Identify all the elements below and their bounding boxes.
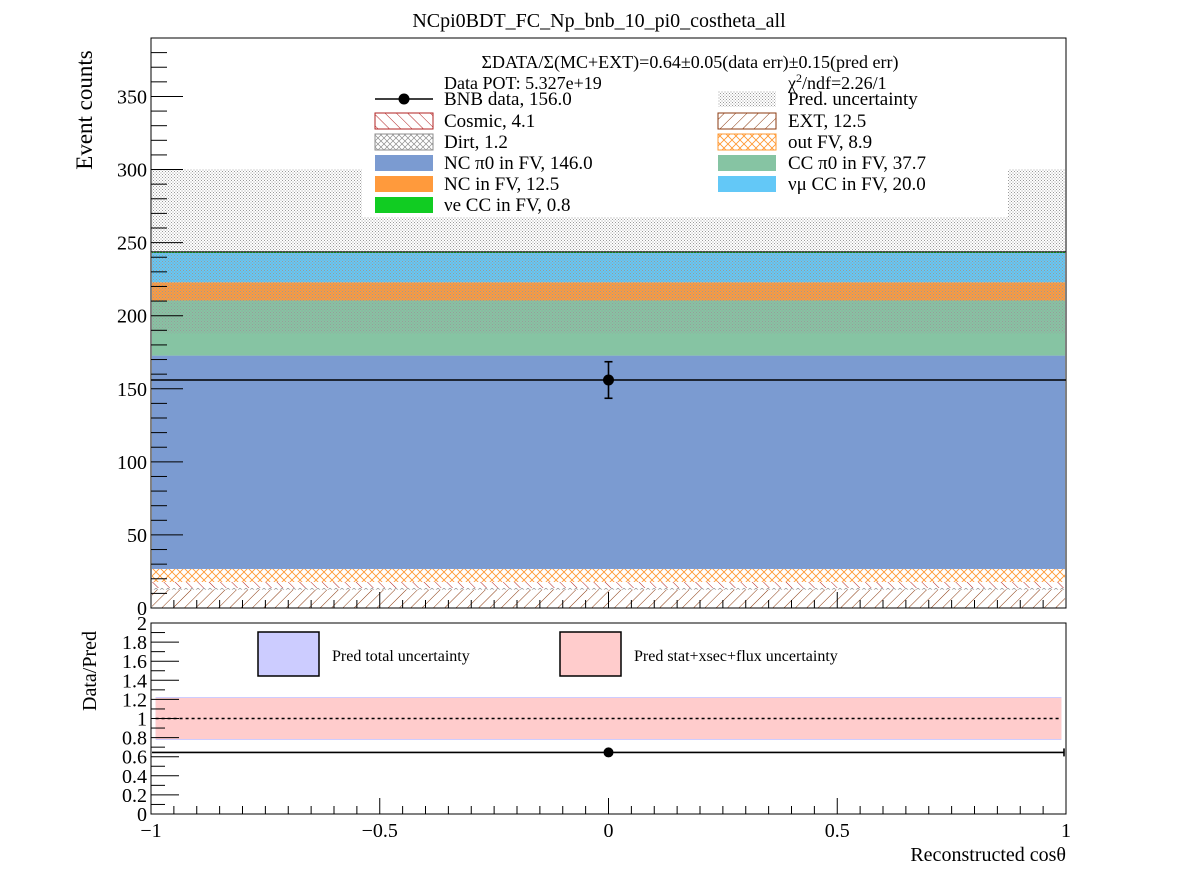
- data-point: [603, 374, 614, 386]
- main-y-tick-label: 300: [117, 160, 147, 182]
- ratio-legend-label-pred-total-uncertainty: Pred total uncertainty: [332, 648, 470, 665]
- ratio-x-axis: −1 −0.5 0 0.5 1: [140, 798, 1071, 842]
- legend-summary: ΣDATA/Σ(MC+EXT)=0.64±0.05(data err)±0.15…: [482, 52, 899, 73]
- main-y-tick-label: 150: [117, 379, 147, 401]
- legend-entry-cosmic-4-1-swatch: [374, 112, 434, 130]
- legend-entry-out-fv-8-9-label: out FV, 8.9: [788, 132, 872, 153]
- legend-entry-cc-in-fv-20-0-swatch: [718, 176, 776, 192]
- legend-entry-out-fv-8-9-swatch: [717, 133, 777, 151]
- legend-entry-ext-12-5-swatch: [717, 112, 777, 130]
- main-y-tick-label: 50: [127, 525, 147, 547]
- ratio-legend: Pred total uncertainty Pred stat+xsec+flu…: [257, 631, 838, 677]
- ratio-legend-swatch-pred-total-uncertainty: [257, 631, 320, 677]
- main-y-tick-label: 0: [137, 598, 147, 620]
- legend-entry-e-cc-in-fv-0-8-label: νe CC in FV, 0.8: [444, 195, 571, 216]
- main-y-axis: 0 50 100 150 200 250 300 350: [117, 37, 183, 620]
- legend-entry-pred-uncertainty-swatch: [718, 91, 776, 107]
- ratio-y-tick-label: 0: [137, 804, 147, 826]
- ratio-y-tick-label: 1: [137, 709, 147, 731]
- x-tick-label: −1: [140, 820, 161, 842]
- ratio-y-axis: 00.20.40.60.811.21.41.61.82: [122, 613, 179, 826]
- legend-entry-ext-12-5-label: EXT, 12.5: [788, 111, 866, 132]
- x-axis-label: Reconstructed cosθ: [910, 844, 1066, 866]
- main-y-tick-label: 100: [117, 452, 147, 474]
- legend: ΣDATA/Σ(MC+EXT)=0.64±0.05(data err)±0.15…: [362, 52, 1008, 217]
- ratio-point: [603, 747, 614, 758]
- ratio-y-tick-label: 1.2: [122, 689, 147, 711]
- ratio-y-label: Data/Pred: [79, 631, 101, 711]
- bar-dirt: [152, 587, 1065, 590]
- ratio-panel: Pred total uncertainty Pred stat+xsec+flu…: [79, 613, 1071, 866]
- ratio-legend-label-pred-stat-xsec-flux-uncertainty: Pred stat+xsec+flux uncertainty: [634, 648, 838, 665]
- ratio-legend-swatch-pred-stat-xsec-flux-uncertainty: [559, 631, 622, 677]
- chart-title: NCpi0BDT_FC_Np_bnb_10_pi0_costheta_all: [412, 10, 786, 32]
- legend-entry-bnb-data-156-0-label: BNB data, 156.0: [444, 89, 572, 110]
- ratio-y-tick-label: 0.4: [122, 766, 147, 788]
- ratio-y-tick-label: 1.6: [122, 651, 147, 673]
- x-tick-label: −0.5: [362, 820, 398, 842]
- bar-out-fv: [152, 568, 1065, 582]
- legend-entry-nc-in-fv-12-5-label: NC in FV, 12.5: [444, 174, 559, 195]
- main-y-tick-label: 200: [117, 306, 147, 328]
- legend-chi2: χ2/ndf=2.26/1: [787, 71, 887, 93]
- ratio-y-tick-label: 2: [137, 613, 147, 635]
- legend-entries: BNB data, 156.0 Pred. uncertainty Cosmic, …: [374, 89, 926, 216]
- main-y-label: Event counts: [72, 50, 97, 169]
- main-y-tick-label: 350: [117, 86, 147, 108]
- legend-entry-nc-0-in-fv-146-0-label: NC π0 in FV, 146.0: [444, 153, 593, 174]
- x-tick-label: 0: [604, 820, 614, 842]
- ratio-y-tick-label: 0.2: [122, 785, 147, 807]
- legend-entry-bnb-data-156-0-marker: [398, 93, 410, 105]
- legend-entry-nc-0-in-fv-146-0-swatch: [375, 155, 433, 171]
- legend-entry-dirt-1-2-swatch: [374, 133, 434, 151]
- main-y-tick-label: 250: [117, 233, 147, 255]
- legend-box: [362, 52, 1008, 217]
- legend-entry-cc-in-fv-20-0-label: νμ CC in FV, 20.0: [788, 174, 926, 195]
- x-tick-label: 0.5: [825, 820, 850, 842]
- ratio-y-tick-label: 1.8: [122, 632, 147, 654]
- legend-entry-cosmic-4-1-label: Cosmic, 4.1: [444, 111, 535, 132]
- legend-entry-dirt-1-2-label: Dirt, 1.2: [444, 132, 508, 153]
- bar-cosmic: [152, 581, 1065, 588]
- x-tick-label: 1: [1061, 820, 1071, 842]
- ratio-point-group: [152, 747, 1065, 758]
- legend-pot: Data POT: 5.327e+19: [444, 73, 602, 93]
- legend-entry-cc-0-in-fv-37-7-swatch: [718, 155, 776, 171]
- ratio-y-tick-label: 0.8: [122, 728, 147, 750]
- main-x-axis: [150, 592, 1067, 608]
- data-point-group: [151, 360, 1066, 400]
- legend-entry-pred-uncertainty-label: Pred. uncertainty: [788, 89, 918, 110]
- legend-entry-e-cc-in-fv-0-8-swatch: [375, 197, 433, 213]
- ratio-y-tick-label: 0.6: [122, 747, 147, 769]
- ratio-y-tick-label: 1.4: [122, 670, 147, 692]
- legend-entry-nc-in-fv-12-5-swatch: [375, 176, 433, 192]
- main-panel: ΣDATA/Σ(MC+EXT)=0.64±0.05(data err)±0.15…: [72, 37, 1067, 620]
- legend-entry-cc-0-in-fv-37-7-label: CC π0 in FV, 37.7: [788, 153, 926, 174]
